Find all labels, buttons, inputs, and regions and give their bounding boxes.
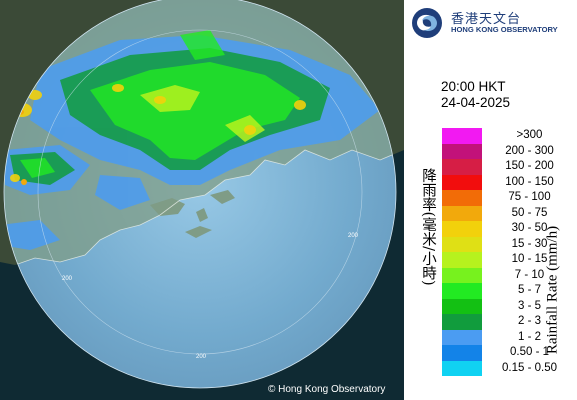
legend-row: 30 - 50 — [442, 221, 577, 237]
legend-label: 75 - 100 — [508, 191, 551, 203]
legend-swatch — [442, 221, 482, 237]
range-ring-inner — [37, 29, 363, 355]
legend-row: 2 - 3 — [442, 314, 577, 330]
legend-label: 200 - 300 — [505, 144, 554, 157]
island-wanshan — [185, 226, 212, 238]
valid-date: 24-04-2025 — [441, 95, 511, 110]
island-hk — [210, 190, 235, 204]
legend-row: 150 - 200 — [442, 159, 577, 175]
legend-row: 1 - 2 — [442, 329, 577, 345]
legend-label: 2 - 3 — [517, 315, 541, 327]
legend-label: 30 - 50 — [511, 222, 548, 234]
legend-label: 15 - 30 — [511, 237, 548, 250]
legend-title-chinese: 降雨率(毫米/小時) — [420, 168, 436, 286]
legend-swatch — [442, 252, 482, 268]
legend-row: 0.15 - 0.50 — [442, 360, 577, 376]
logo-chinese-name: 香港天文台 — [451, 12, 522, 27]
range-label-west: 200 — [62, 276, 73, 282]
coastline — [4, 149, 396, 266]
legend-row: 15 - 30 — [442, 236, 577, 252]
legend-label: 0.50 - 1 — [510, 346, 549, 358]
range-label-south: 200 — [196, 354, 207, 360]
legend-swatch — [442, 174, 482, 190]
legend-label: 5 - 7 — [517, 284, 541, 296]
legend-label: >300 — [516, 129, 543, 141]
legend-label: 10 - 15 — [511, 253, 548, 265]
logo-english-name: HONG KONG OBSERVATORY — [451, 25, 558, 34]
legend-label: 3 - 5 — [517, 299, 541, 312]
legend-swatch — [442, 283, 482, 299]
range-ring-outer — [3, 0, 397, 389]
legend-row: 7 - 10 — [442, 267, 577, 283]
hko-swirl-emblem-icon — [412, 8, 442, 38]
legend-label: 150 - 200 — [505, 160, 554, 172]
copyright-text: © Hong Kong Observatory — [268, 384, 386, 395]
legend-swatch — [442, 159, 482, 175]
legend-swatch — [442, 345, 482, 361]
legend-row: 0.50 - 1 — [442, 345, 577, 361]
radar-map: 200 200 200 © Hong Kong Observatory — [0, 0, 404, 400]
legend-swatch — [442, 298, 482, 314]
legend-swatch — [442, 314, 482, 330]
range-label-east: 200 — [348, 233, 359, 239]
hko-logo: 香港天文台 HONG KONG OBSERVATORY — [411, 7, 573, 39]
legend-swatch — [442, 360, 482, 376]
legend-swatch — [442, 128, 482, 144]
legend-row: 10 - 15 — [442, 252, 577, 268]
legend-swatch — [442, 236, 482, 252]
legend-swatch — [442, 143, 482, 159]
legend-swatch — [442, 267, 482, 283]
legend-row: 5 - 7 — [442, 283, 577, 299]
legend-swatch — [442, 205, 482, 221]
legend-row: 50 - 75 — [442, 205, 577, 221]
legend-row: 3 - 5 — [442, 298, 577, 314]
rain-echo-green — [20, 30, 300, 178]
valid-time: 20:00 HKT — [441, 79, 506, 94]
legend-label: 0.15 - 0.50 — [502, 361, 557, 374]
legend-row: >300 — [442, 128, 577, 144]
legend-row: 100 - 150 — [442, 174, 577, 190]
legend-swatch — [442, 190, 482, 206]
legend-label: 50 - 75 — [511, 206, 548, 219]
legend-swatch — [442, 329, 482, 345]
legend-label: 100 - 150 — [505, 175, 554, 188]
radar-map-canvas: 200 200 200 — [0, 0, 404, 400]
legend-title-english-container: Rainfall Rate (mm/h) — [536, 190, 570, 390]
legend-label: 1 - 2 — [517, 330, 541, 343]
legend-row: 200 - 300 — [442, 143, 577, 159]
legend-title-english: Rainfall Rate (mm/h) — [544, 225, 561, 355]
legend-row: 75 - 100 — [442, 190, 577, 206]
island-lamma — [196, 208, 208, 222]
legend-label: 7 - 10 — [514, 268, 545, 281]
